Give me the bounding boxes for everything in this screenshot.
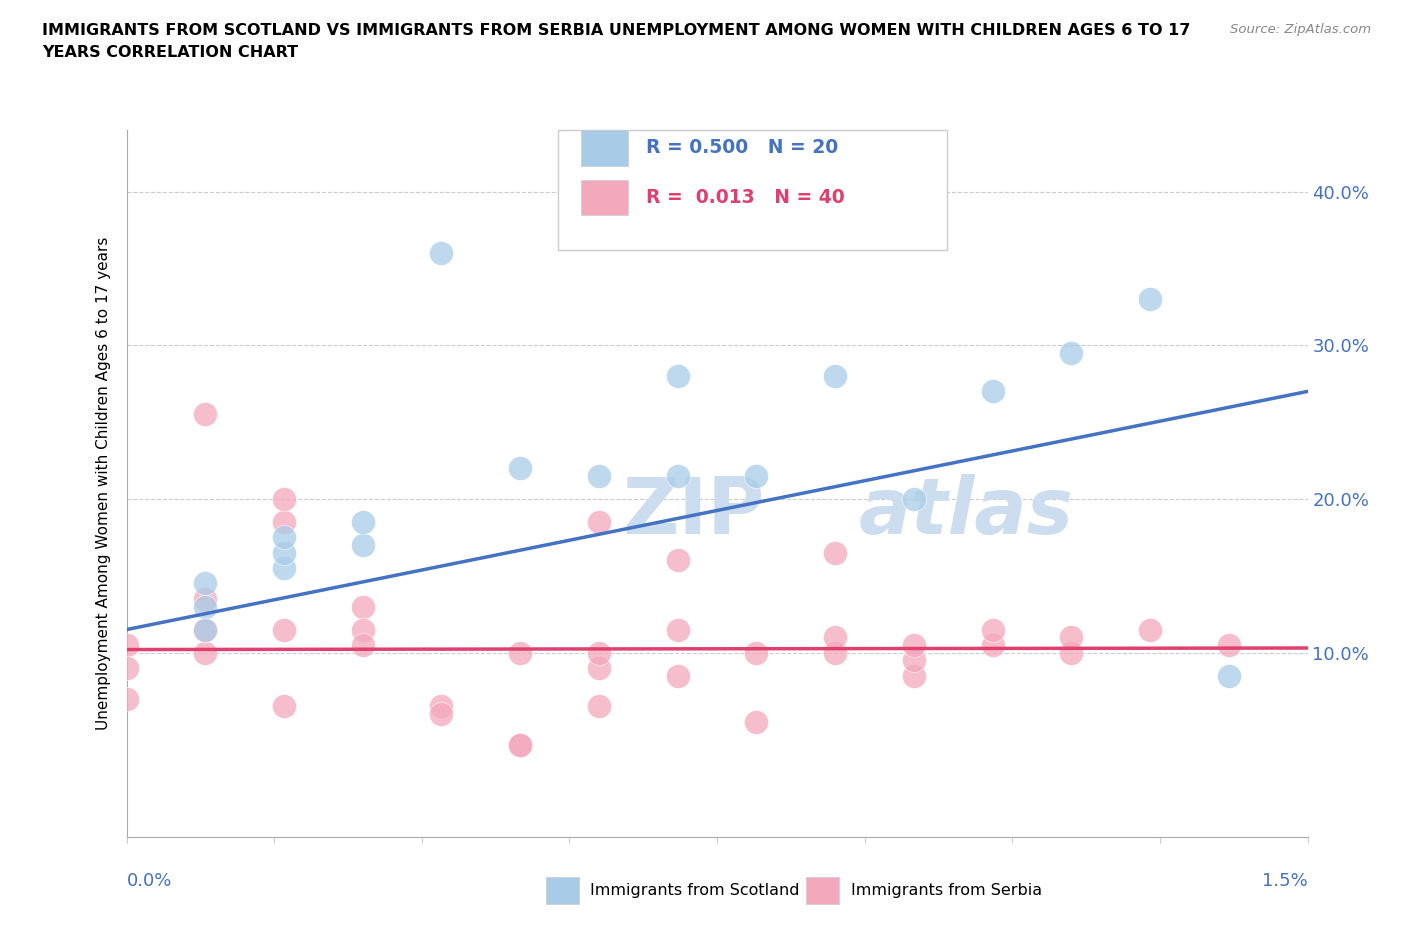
Text: R =  0.013   N = 40: R = 0.013 N = 40	[647, 188, 845, 206]
Point	[666, 669, 689, 684]
Point	[588, 699, 610, 714]
Point	[1060, 346, 1083, 361]
Point	[509, 645, 531, 660]
Text: Immigrants from Scotland: Immigrants from Scotland	[589, 883, 799, 897]
Point	[273, 492, 295, 507]
Point	[509, 460, 531, 475]
Point	[115, 691, 138, 706]
Point	[430, 699, 453, 714]
Point	[352, 538, 374, 552]
Text: 1.5%: 1.5%	[1261, 872, 1308, 890]
Point	[273, 545, 295, 560]
Point	[903, 492, 925, 507]
Point	[666, 368, 689, 383]
Text: Immigrants from Serbia: Immigrants from Serbia	[851, 883, 1042, 897]
FancyBboxPatch shape	[558, 130, 948, 250]
Point	[1060, 645, 1083, 660]
Point	[981, 622, 1004, 637]
Point	[981, 637, 1004, 652]
Text: YEARS CORRELATION CHART: YEARS CORRELATION CHART	[42, 45, 298, 60]
Point	[666, 622, 689, 637]
Point	[194, 622, 217, 637]
Text: atlas: atlas	[859, 474, 1074, 550]
Point	[1218, 637, 1240, 652]
Point	[745, 714, 768, 729]
Point	[509, 737, 531, 752]
FancyBboxPatch shape	[581, 130, 628, 166]
Point	[273, 561, 295, 576]
Point	[430, 246, 453, 260]
Point	[194, 576, 217, 591]
Point	[352, 622, 374, 637]
Point	[194, 407, 217, 422]
Point	[903, 637, 925, 652]
Text: IMMIGRANTS FROM SCOTLAND VS IMMIGRANTS FROM SERBIA UNEMPLOYMENT AMONG WOMEN WITH: IMMIGRANTS FROM SCOTLAND VS IMMIGRANTS F…	[42, 23, 1191, 38]
Text: ZIP: ZIP	[623, 474, 765, 550]
Point	[194, 591, 217, 606]
Point	[1139, 292, 1161, 307]
Point	[666, 469, 689, 484]
Text: 0.0%: 0.0%	[127, 872, 172, 890]
Point	[352, 599, 374, 614]
Point	[273, 514, 295, 529]
FancyBboxPatch shape	[581, 179, 628, 215]
Point	[1218, 669, 1240, 684]
Y-axis label: Unemployment Among Women with Children Ages 6 to 17 years: Unemployment Among Women with Children A…	[96, 237, 111, 730]
Text: R = 0.500   N = 20: R = 0.500 N = 20	[647, 139, 838, 157]
Point	[824, 645, 846, 660]
Point	[194, 645, 217, 660]
Point	[981, 384, 1004, 399]
Point	[115, 637, 138, 652]
Point	[588, 514, 610, 529]
Point	[903, 653, 925, 668]
Point	[588, 469, 610, 484]
FancyBboxPatch shape	[546, 877, 579, 904]
Point	[273, 530, 295, 545]
FancyBboxPatch shape	[806, 877, 839, 904]
Point	[352, 637, 374, 652]
Point	[745, 469, 768, 484]
Point	[115, 660, 138, 675]
Point	[430, 707, 453, 722]
Point	[824, 368, 846, 383]
Text: Source: ZipAtlas.com: Source: ZipAtlas.com	[1230, 23, 1371, 36]
Point	[194, 599, 217, 614]
Point	[666, 553, 689, 568]
Point	[588, 645, 610, 660]
Point	[273, 622, 295, 637]
Point	[352, 514, 374, 529]
Point	[1139, 622, 1161, 637]
Point	[1060, 630, 1083, 644]
Point	[194, 622, 217, 637]
Point	[824, 630, 846, 644]
Point	[745, 645, 768, 660]
Point	[273, 699, 295, 714]
Point	[903, 669, 925, 684]
Point	[588, 660, 610, 675]
Point	[509, 737, 531, 752]
Point	[824, 545, 846, 560]
